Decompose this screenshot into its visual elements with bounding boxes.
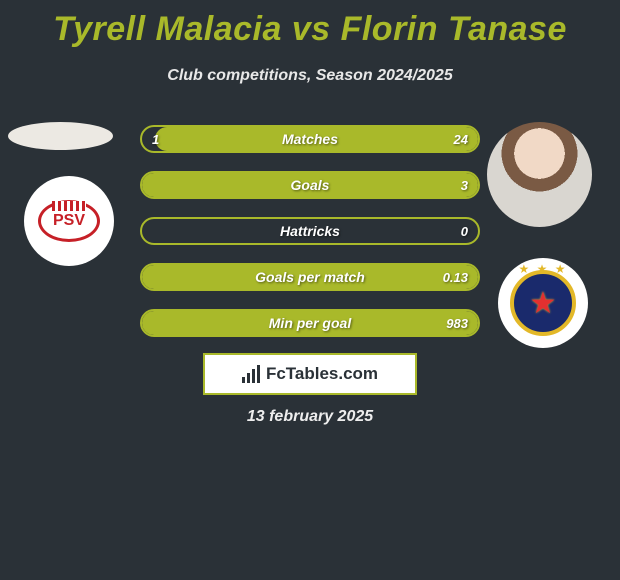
psv-badge-icon: PSV [38,200,100,242]
stat-row-min-per-goal: Min per goal 983 [140,309,480,337]
stat-label: Min per goal [142,311,478,335]
footer-date: 13 february 2025 [0,408,620,426]
player-left-avatar [8,122,113,150]
stat-label: Hattricks [142,219,478,243]
stat-row-matches: 1 Matches 24 [140,125,480,153]
footer-brand-text: FcTables.com [266,364,378,384]
stat-value-right: 3 [461,173,468,197]
subtitle: Club competitions, Season 2024/2025 [0,67,620,85]
fcsb-center-star-icon: ★ [530,286,557,321]
fcsb-top-stars-icon: ★ ★ ★ [519,262,568,276]
stat-label: Goals [142,173,478,197]
stat-row-hattricks: Hattricks 0 [140,217,480,245]
stat-value-right: 0.13 [443,265,468,289]
stat-label: Matches [142,127,478,151]
footer-brand: FcTables.com [203,353,417,395]
psv-stripes-icon [52,201,86,211]
stat-row-goals-per-match: Goals per match 0.13 [140,263,480,291]
page-title: Tyrell Malacia vs Florin Tanase [0,0,620,49]
stats-container: 1 Matches 24 Goals 3 Hattricks 0 Goals p… [140,125,480,355]
player-right-avatar [487,122,592,227]
stat-value-right: 983 [446,311,468,335]
stat-row-goals: Goals 3 [140,171,480,199]
bars-icon [242,365,260,383]
stat-value-right: 24 [454,127,468,151]
psv-badge-text: PSV [53,212,85,230]
fcsb-badge-icon: ★ ★ ★ ★ [510,270,576,336]
player-right-club-badge: ★ ★ ★ ★ [498,258,588,348]
player-left-club-badge: PSV [24,176,114,266]
stat-value-right: 0 [461,219,468,243]
stat-label: Goals per match [142,265,478,289]
